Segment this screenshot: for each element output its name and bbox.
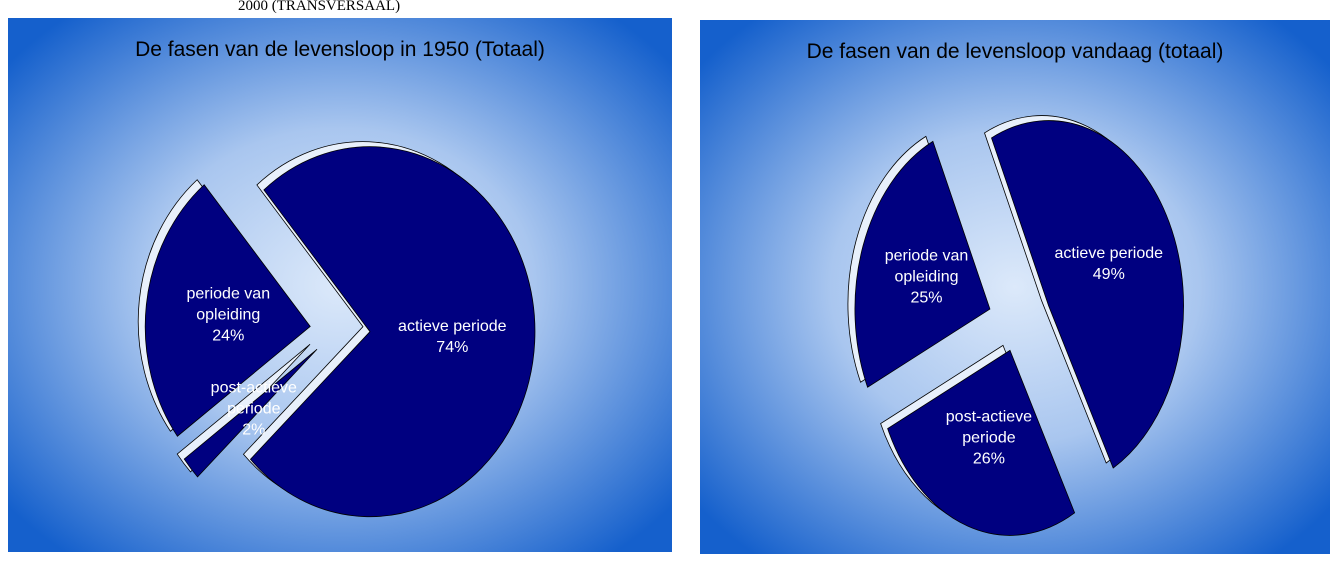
slice-label: periode van opleiding 25%	[872, 246, 982, 309]
slice-label: post-actieve periode 26%	[934, 407, 1044, 470]
slice-label: actieve periode 49%	[1054, 243, 1164, 285]
slice-category: post-actieve periode	[210, 379, 297, 418]
slice-category: actieve periode	[1054, 244, 1164, 262]
caption: 2000 (TRANSVERSAAL)	[238, 0, 400, 14]
pie-slice	[183, 348, 318, 478]
pie-slice	[887, 349, 1076, 536]
pie-slice	[854, 140, 991, 388]
pie-slice	[144, 184, 311, 437]
chart-title: De fasen van de levensloop in 1950 (Tota…	[135, 38, 545, 61]
slice-value: 74%	[436, 338, 469, 356]
slice-value: 26%	[972, 450, 1005, 468]
slice-category: actieve periode	[398, 317, 507, 335]
slice-value: 24%	[212, 327, 245, 345]
slice-label: periode van opleiding 24%	[173, 284, 283, 347]
slice-category: periode van opleiding	[186, 285, 271, 324]
slice-label: post-actieve periode 2%	[199, 377, 309, 440]
pie-slice	[249, 146, 536, 518]
slice-label: actieve periode 74%	[397, 316, 507, 358]
slice-value: 25%	[910, 289, 943, 307]
slice-value: 2%	[242, 421, 266, 439]
pie-slice	[991, 120, 1184, 469]
slice-value: 49%	[1092, 265, 1125, 283]
slice-category: post-actieve periode	[945, 408, 1033, 447]
chart-title: De fasen van de levensloop vandaag (tota…	[807, 40, 1224, 63]
slice-category: periode van opleiding	[884, 247, 969, 286]
